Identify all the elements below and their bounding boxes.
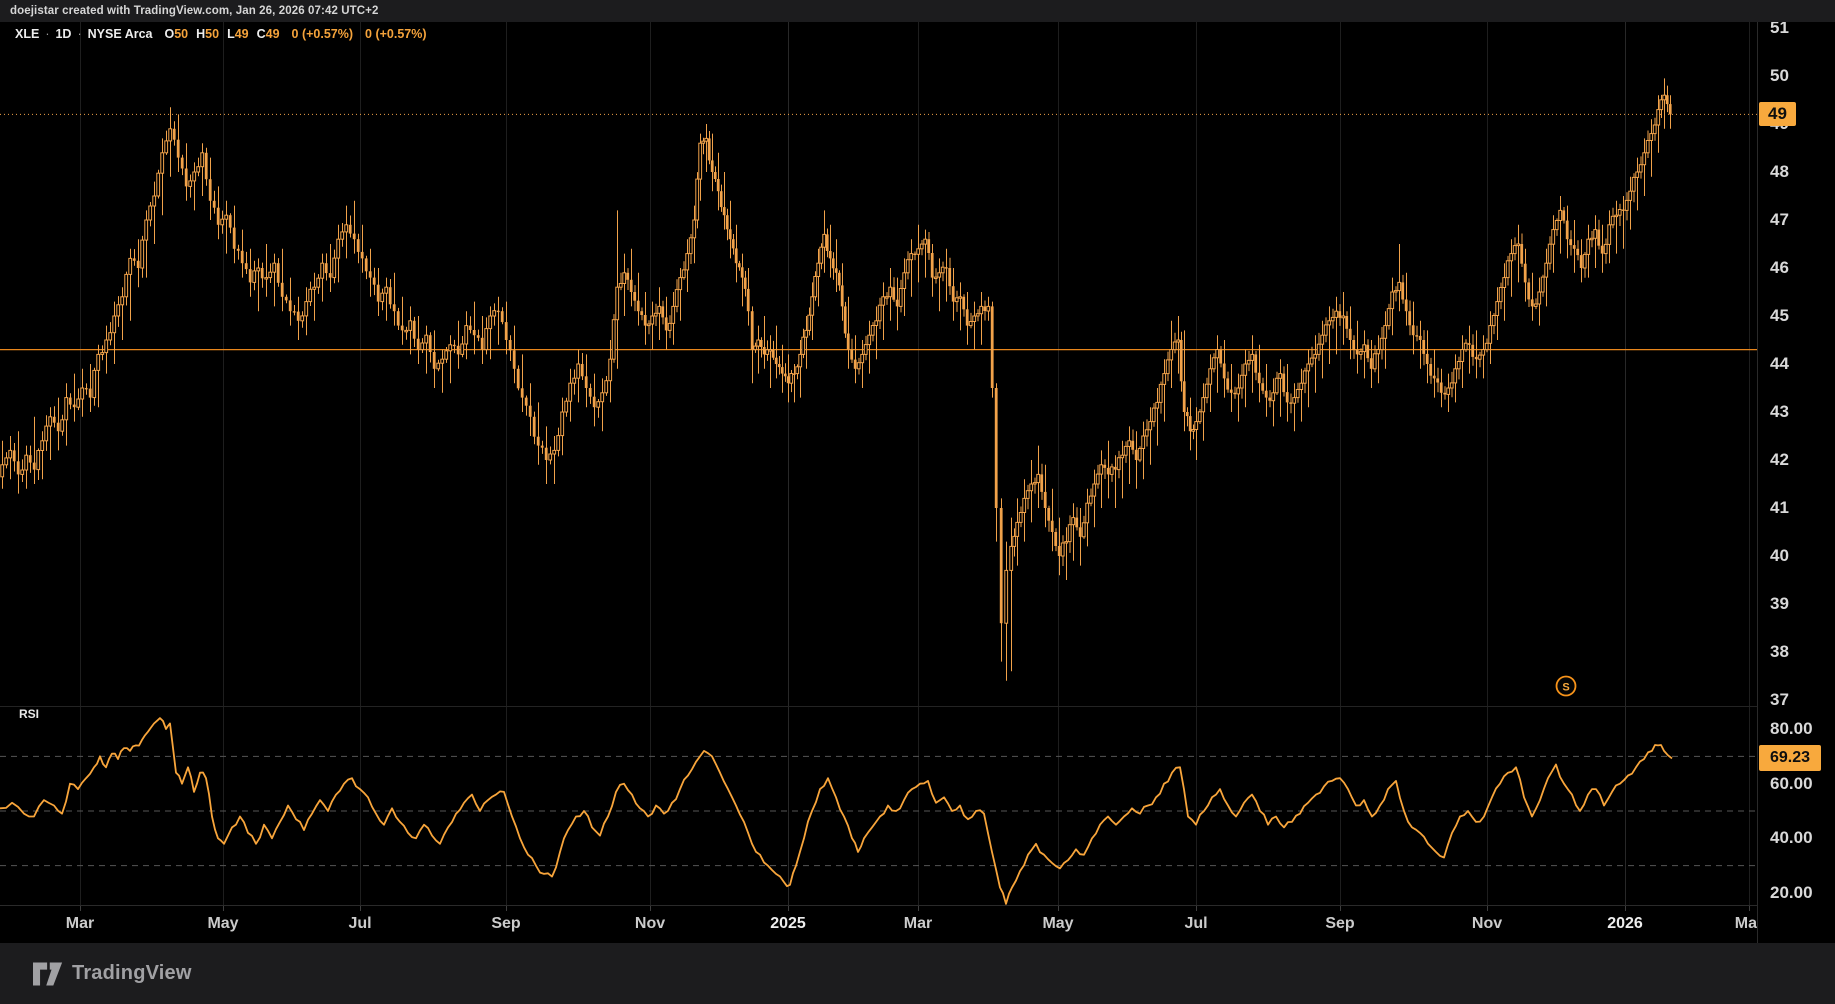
time-axis-label: May bbox=[207, 915, 239, 932]
legend-exchange: NYSE Arca bbox=[87, 27, 153, 41]
time-axis-tick bbox=[223, 906, 224, 911]
price-axis-label: 39 bbox=[1770, 594, 1789, 613]
time-axis-tick bbox=[1749, 906, 1750, 911]
legend-symbol[interactable]: XLE bbox=[15, 27, 40, 41]
time-axis-label: 2025 bbox=[770, 915, 806, 932]
price-axis-label: 37 bbox=[1770, 690, 1789, 706]
footer-bar: TradingView bbox=[0, 943, 1835, 1004]
legend-separator: · bbox=[45, 27, 50, 41]
time-axis-label: Mar bbox=[1734, 915, 1757, 932]
price-axis-label: 46 bbox=[1770, 258, 1789, 277]
tradingview-logo-icon[interactable] bbox=[33, 962, 63, 986]
price-axis-label: 51 bbox=[1770, 18, 1789, 37]
time-axis-tick bbox=[918, 906, 919, 911]
time-axis-label: Sep bbox=[1325, 915, 1355, 932]
price-axis-label: 44 bbox=[1770, 354, 1789, 373]
rsi-line[interactable] bbox=[0, 717, 1673, 905]
price-axis-label: 42 bbox=[1770, 450, 1789, 469]
change-percent: 0 (+0.57%) bbox=[365, 27, 427, 41]
time-axis-label: Nov bbox=[634, 915, 666, 932]
price-axis[interactable]: 51 50 49 48 47 46 45 44 43 42 41 40 39 38 37 80.00 60.0… bbox=[1757, 0, 1835, 943]
price-axis-label: 48 bbox=[1770, 162, 1789, 181]
price-axis-label: 38 bbox=[1770, 642, 1789, 661]
ohlc-open-value: 50 bbox=[174, 27, 189, 41]
rsi-axis-label: 20.00 bbox=[1770, 882, 1813, 902]
time-axis-label: 2026 bbox=[1607, 915, 1643, 932]
ohlc-low-value: 49 bbox=[234, 27, 249, 41]
time-axis-tick bbox=[1058, 906, 1059, 911]
axis-separator[interactable] bbox=[1757, 0, 1758, 943]
change-absolute: 0 (+0.57%) bbox=[291, 27, 354, 41]
price-axis-label: 45 bbox=[1770, 306, 1789, 325]
time-axis-tick bbox=[650, 906, 651, 911]
ohlc-close-label: C bbox=[256, 27, 266, 41]
svg-text:S: S bbox=[1562, 682, 1569, 694]
time-axis[interactable]: Mar May Jul Sep Nov 2025 Mar May Jul Sep Nov 2026 Ma… bbox=[0, 905, 1835, 943]
price-axis-labels: 51 50 49 48 47 46 45 44 43 42 41 40 39 38 37 bbox=[1757, 0, 1835, 706]
price-axis-label: 43 bbox=[1770, 402, 1789, 421]
rsi-axis-label: 40.00 bbox=[1770, 828, 1813, 848]
time-axis-label: Sep bbox=[491, 915, 521, 932]
rsi-pane-title[interactable]: RSI bbox=[19, 707, 40, 721]
ohlc-close-value: 49 bbox=[265, 27, 280, 41]
time-axis-tick bbox=[360, 906, 361, 911]
time-axis-label: Jul bbox=[1184, 915, 1208, 932]
time-axis-tick bbox=[788, 906, 789, 911]
time-axis-tick bbox=[1340, 906, 1341, 911]
ohlc-open-label: O bbox=[164, 27, 175, 41]
symbol-legend[interactable]: XLE · 1D · NYSE Arca O 50 H 50 L 49 C 49 0 (… bbox=[15, 27, 427, 41]
price-axis-label: 41 bbox=[1770, 498, 1789, 517]
time-axis-tick bbox=[1196, 906, 1197, 911]
time-axis-tick bbox=[1487, 906, 1488, 911]
chart-canvas[interactable]: S bbox=[0, 0, 1757, 943]
time-axis-label: Mar bbox=[65, 915, 95, 932]
rsi-axis-labels: 80.00 60.00 40.00 20.00 bbox=[1757, 706, 1835, 943]
attribution-bar: doejistar created with TradingView.com, … bbox=[0, 0, 1835, 22]
price-axis-label: 40 bbox=[1770, 546, 1789, 565]
tradingview-brand-text[interactable]: TradingView bbox=[72, 962, 192, 984]
legend-interval[interactable]: 1D bbox=[55, 27, 72, 41]
time-axis-labels: Mar May Jul Sep Nov 2025 Mar May Jul Sep Nov 2026 Ma… bbox=[0, 906, 1757, 944]
ohlc-low-label: L bbox=[227, 27, 235, 41]
time-axis-label: Nov bbox=[1471, 915, 1503, 932]
ohlc-high-label: H bbox=[196, 27, 206, 41]
candlestick-series[interactable] bbox=[0, 78, 1672, 681]
price-axis-label: 50 bbox=[1770, 66, 1789, 85]
split-marker[interactable]: S bbox=[1555, 675, 1577, 697]
ohlc-high-value: 50 bbox=[205, 27, 220, 41]
time-axis-tick bbox=[80, 906, 81, 911]
gridlines bbox=[80, 22, 1750, 905]
attribution-text: doejistar created with TradingView.com, … bbox=[10, 5, 379, 17]
time-axis-tick bbox=[506, 906, 507, 911]
last-price-badge: 49 bbox=[1759, 102, 1796, 127]
time-axis-label: May bbox=[1042, 915, 1074, 932]
legend-separator: · bbox=[77, 27, 82, 41]
time-axis-tick bbox=[1625, 906, 1626, 911]
rsi-axis-label: 80.00 bbox=[1770, 719, 1813, 738]
rsi-axis-label: 60.00 bbox=[1770, 773, 1813, 793]
time-axis-label: Mar bbox=[903, 915, 933, 932]
time-axis-label: Jul bbox=[348, 915, 372, 932]
price-axis-label: 47 bbox=[1770, 210, 1789, 229]
rsi-value-badge: 69.23 bbox=[1759, 745, 1821, 772]
